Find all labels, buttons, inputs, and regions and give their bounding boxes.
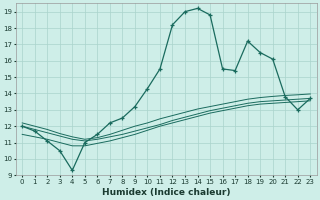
X-axis label: Humidex (Indice chaleur): Humidex (Indice chaleur) [102, 188, 230, 197]
